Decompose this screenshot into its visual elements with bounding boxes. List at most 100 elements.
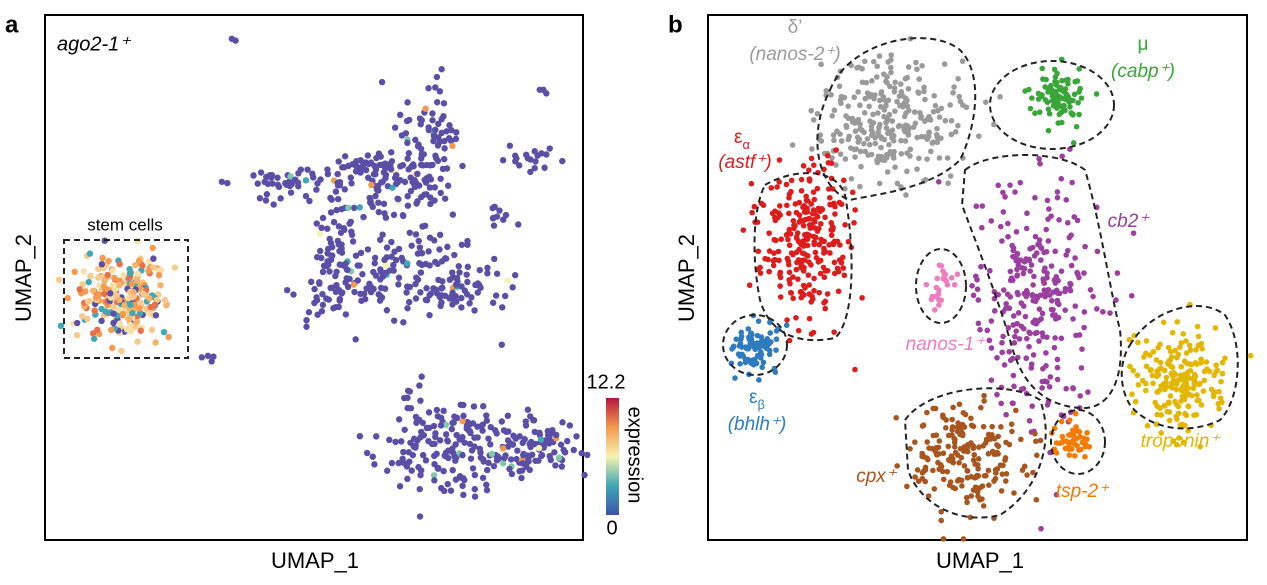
cell: [484, 270, 491, 277]
cell: [842, 185, 848, 192]
cell: [876, 180, 883, 187]
cell: [1063, 385, 1069, 392]
cell: [466, 421, 473, 428]
cell: [1222, 355, 1228, 361]
cell: [855, 116, 862, 123]
cell: [1054, 189, 1061, 195]
cell: [974, 276, 980, 283]
cell: [969, 283, 975, 289]
cell: [914, 467, 921, 473]
cell: [1033, 438, 1039, 445]
cell: [1014, 266, 1020, 273]
cell: [886, 111, 893, 118]
cell: [838, 100, 844, 107]
cell: [852, 366, 858, 373]
cell: [905, 64, 912, 70]
box-label: stem cells: [87, 215, 163, 234]
cell: [1002, 457, 1008, 463]
cluster-name: δ’: [788, 17, 803, 38]
cell: [335, 303, 342, 311]
cell: [755, 318, 762, 324]
cell: [806, 167, 812, 173]
cell: [989, 448, 996, 455]
cell: [824, 267, 831, 274]
cell: [999, 349, 1005, 356]
cell: [858, 163, 864, 170]
cell: [412, 231, 420, 238]
cell: [1166, 409, 1173, 415]
cell: [538, 150, 545, 157]
cell: [1084, 429, 1090, 436]
cluster-marker: (cabp⁺): [1111, 61, 1175, 82]
cell: [432, 286, 440, 293]
cell: [1150, 348, 1157, 355]
cell: [324, 245, 332, 253]
cell: [1048, 306, 1055, 313]
cell: [1155, 372, 1162, 378]
cell: [527, 168, 534, 176]
cell: [64, 294, 71, 302]
cell: [914, 166, 920, 172]
cell: [126, 321, 134, 328]
cell: [1183, 338, 1189, 344]
cell: [313, 220, 320, 227]
cell: [149, 244, 156, 252]
cell: [887, 64, 894, 71]
cell: [777, 283, 783, 289]
cell: [545, 440, 553, 447]
cell: [274, 181, 282, 189]
cell: [437, 422, 445, 429]
cell: [885, 130, 891, 137]
cell: [404, 305, 411, 312]
cell: [1015, 310, 1022, 316]
cell: [1185, 403, 1192, 410]
cell: [854, 134, 861, 141]
cell: [1191, 412, 1197, 419]
cluster-marker: cb2⁺: [1108, 211, 1151, 232]
cell: [459, 452, 466, 459]
cell: [803, 193, 809, 200]
cell: [382, 171, 389, 178]
cell: [375, 208, 382, 216]
cell: [116, 282, 123, 289]
cell: [110, 310, 117, 317]
cell: [139, 262, 146, 269]
cell: [1181, 358, 1188, 364]
cell: [436, 138, 444, 145]
cell: [929, 140, 936, 146]
cell: [1007, 357, 1014, 364]
cell: [955, 122, 961, 129]
cell: [418, 373, 425, 380]
cell: [1166, 358, 1172, 364]
cell: [904, 150, 910, 156]
cell: [1032, 194, 1038, 201]
cell: [74, 319, 81, 327]
colorbar-min: 0: [606, 517, 617, 539]
cell: [360, 213, 367, 221]
cell: [914, 134, 920, 141]
cell: [413, 419, 420, 426]
cluster-marker: (bhlh⁺): [728, 414, 787, 435]
cell: [824, 152, 831, 159]
cell: [1037, 437, 1044, 444]
cell: [417, 269, 425, 276]
cell: [988, 318, 995, 324]
cell: [92, 294, 100, 301]
cell: [1144, 422, 1151, 429]
panel-label: a: [5, 11, 19, 38]
cell: [944, 468, 951, 475]
cell: [388, 238, 395, 246]
cell: [406, 388, 414, 395]
cell: [429, 110, 436, 117]
cell: [1045, 127, 1052, 134]
cell: [483, 486, 491, 494]
cell: [137, 327, 144, 334]
cell: [436, 231, 444, 239]
cell: [499, 445, 507, 452]
cell: [436, 294, 444, 301]
cell: [935, 291, 942, 297]
cell: [745, 326, 752, 332]
cell: [334, 170, 341, 178]
cell: [98, 260, 106, 268]
cell: [1187, 361, 1193, 367]
